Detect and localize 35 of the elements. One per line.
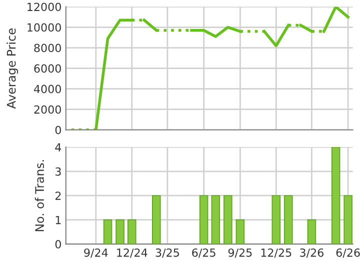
x-tick-label: 3/26	[300, 248, 324, 258]
bar	[307, 219, 316, 244]
x-tick-label: 12/25	[261, 248, 292, 258]
y-axis-title: No. of Trans.	[34, 160, 44, 232]
bar	[224, 195, 232, 244]
y-tick-label: 10000	[28, 23, 61, 32]
bar	[152, 195, 161, 244]
x-tick-label: 12/24	[117, 248, 148, 258]
bar	[211, 195, 220, 244]
y-tick-label: 2000	[34, 105, 61, 114]
y-tick-label: 3	[55, 167, 61, 176]
x-tick-label: 9/24	[84, 248, 108, 258]
y-tick-label: 1	[56, 216, 61, 224]
bar	[103, 219, 112, 244]
bar	[331, 147, 340, 244]
bar	[116, 219, 124, 244]
x-tick-label: 6/25	[192, 248, 216, 258]
y-tick-label: 4	[55, 143, 62, 152]
y-axis-title: Average Price	[6, 28, 18, 109]
bar	[199, 195, 208, 244]
y-tick-label: 12000	[28, 2, 61, 12]
y-tick-label: 0	[55, 240, 61, 248]
y-tick-label: 0	[55, 126, 61, 134]
y-tick-label: 6000	[34, 64, 61, 73]
bar	[272, 195, 280, 244]
bar	[236, 219, 245, 244]
y-tick-label: 2	[55, 192, 61, 200]
bar	[344, 195, 352, 244]
x-tick-label: 3/25	[156, 248, 179, 258]
x-tick-label: 9/25	[228, 248, 252, 258]
bar	[128, 219, 136, 244]
bar	[284, 195, 293, 244]
y-tick-label: 4000	[34, 84, 61, 94]
x-tick-label: 6/26	[336, 248, 360, 258]
y-tick-label: 8000	[34, 44, 61, 52]
